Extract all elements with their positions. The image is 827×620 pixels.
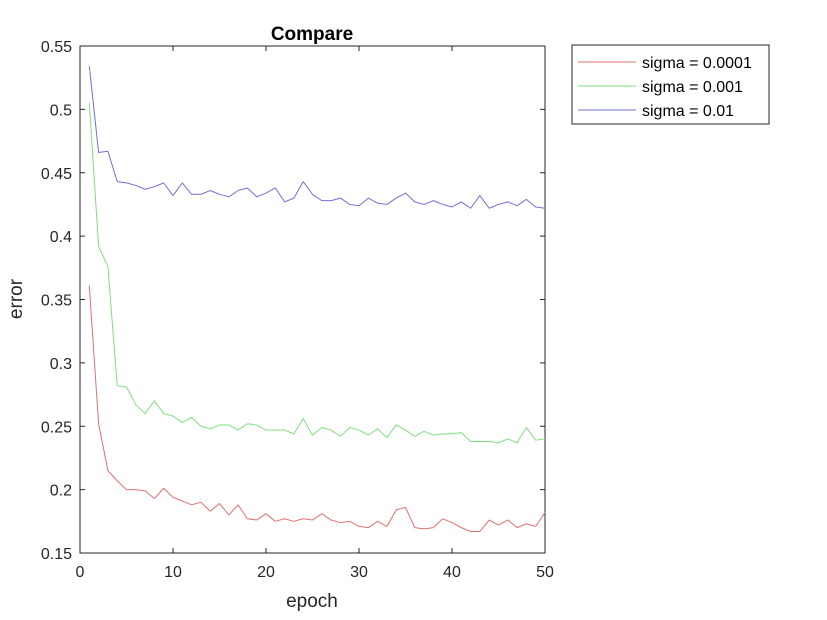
x-tick-label: 20 [257,564,275,581]
legend-label: sigma = 0.01 [642,103,734,120]
axes-box [79,45,546,554]
legend-label: sigma = 0.0001 [642,55,752,72]
y-tick-label: 0.2 [50,483,72,500]
y-tick-label: 0.15 [41,546,72,563]
series-line-2 [88,103,546,444]
x-tick-label: 50 [536,564,554,581]
y-axis-ticks: 0.15 0.2 0.25 0.3 0.35 0.4 0.45 0.5 0.55 [41,39,545,563]
y-tick-label: 0.5 [50,102,72,119]
legend: sigma = 0.0001 sigma = 0.001 sigma = 0.01 [571,44,770,125]
y-axis-label: error [6,278,27,319]
series-line-1 [88,285,546,532]
legend-box [571,44,770,125]
x-tick-label: 0 [76,564,85,581]
y-tick-label: 0.35 [41,293,72,310]
plot-area: 0 10 20 30 40 50 0.15 0.2 0.25 0.3 0.35 0.4 0.45 0.5… [41,39,554,581]
y-tick-label: 0.25 [41,419,72,436]
x-axis-ticks: 0 10 20 30 40 50 [76,46,554,581]
x-tick-label: 10 [164,564,182,581]
series-line-3 [88,66,546,209]
y-tick-label: 0.55 [41,39,72,56]
legend-entry-1: sigma = 0.0001 [578,55,752,72]
chart-title: Compare [271,24,353,45]
x-tick-label: 40 [443,564,461,581]
legend-label: sigma = 0.001 [642,79,743,96]
x-axis-label: epoch [286,591,338,612]
y-tick-label: 0.45 [41,166,72,183]
y-tick-label: 0.4 [50,229,72,246]
series-layer [88,66,546,532]
legend-entry-2: sigma = 0.001 [578,79,743,96]
legend-entry-3: sigma = 0.01 [578,103,734,120]
x-tick-label: 30 [350,564,368,581]
y-tick-label: 0.3 [50,356,72,373]
